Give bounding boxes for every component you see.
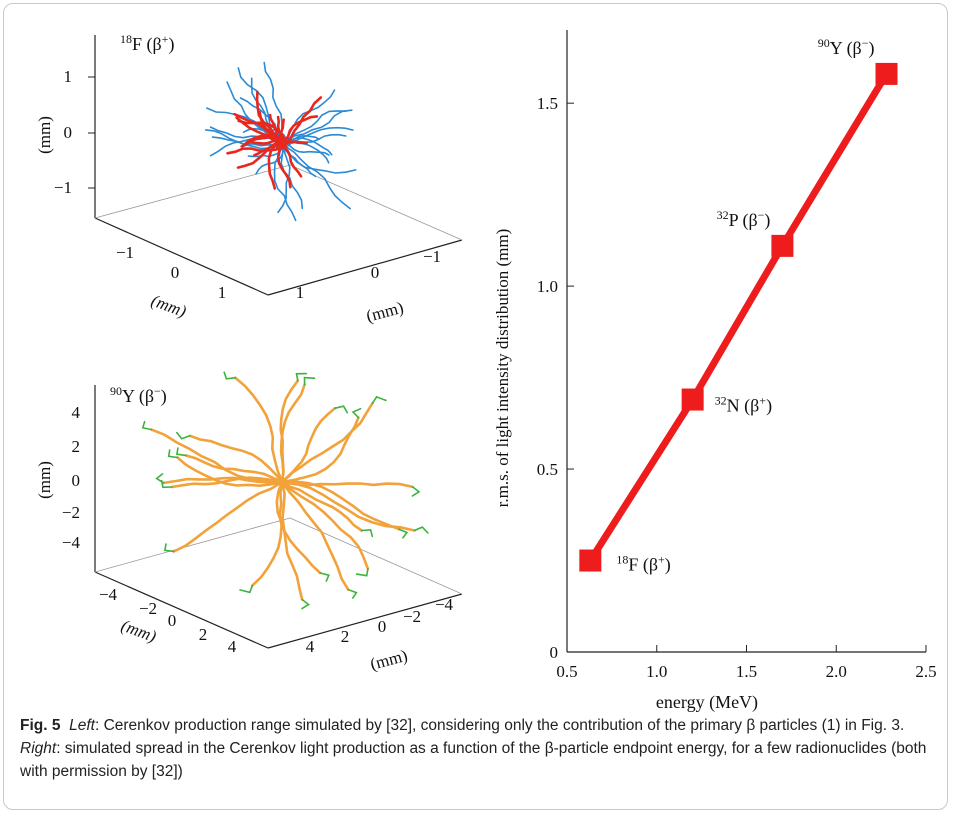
caption-right-text: : simulated spread in the Cerenkov light… [20, 740, 926, 780]
caption-left-word: Left [69, 717, 95, 734]
figure-frame [3, 3, 948, 810]
figure-caption: Fig. 5 Left: Cerenkov production range s… [20, 714, 935, 783]
caption-left-text: : Cerenkov production range simulated by… [95, 717, 904, 734]
caption-fig-label: Fig. 5 [20, 717, 60, 734]
caption-right-word: Right [20, 740, 56, 757]
